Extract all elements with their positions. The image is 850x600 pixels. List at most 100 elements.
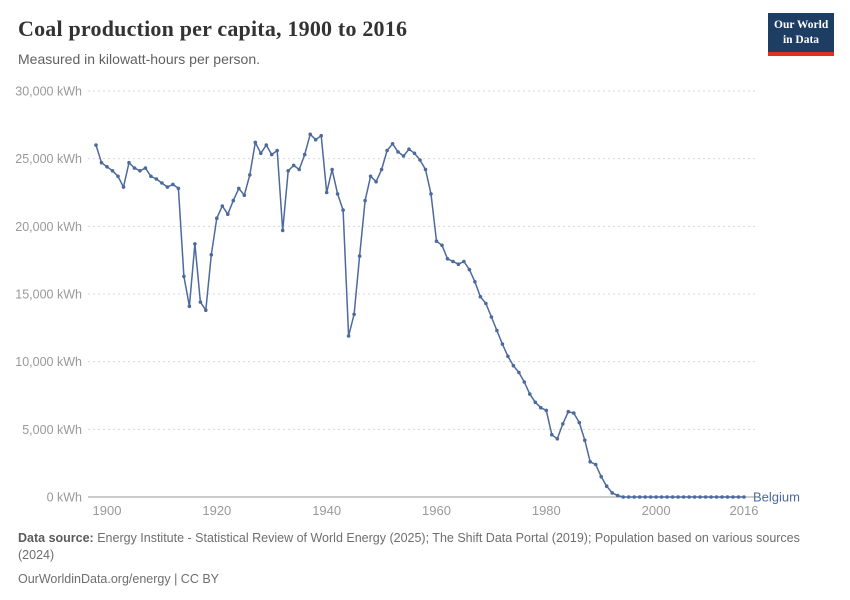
data-point [626, 495, 631, 499]
data-point [204, 308, 208, 313]
data-point [171, 182, 175, 187]
data-point [259, 151, 263, 156]
data-point [621, 495, 625, 499]
data-point [209, 253, 214, 257]
data-point [511, 363, 516, 368]
data-point [132, 166, 137, 170]
data-point [681, 495, 686, 499]
data-point [533, 400, 538, 405]
owid-logo-line-2: in Data [782, 33, 820, 46]
data-point [615, 493, 620, 498]
x-axis-tick-label: 1960 [422, 503, 451, 518]
y-axis-tick-label: 30,000 kWh [15, 85, 82, 99]
data-point [604, 484, 609, 489]
data-point [226, 212, 230, 216]
data-point [275, 148, 280, 153]
data-point [182, 274, 186, 279]
data-point [127, 160, 131, 165]
data-point [577, 420, 582, 425]
chart-header: Coal production per capita, 1900 to 2016… [18, 16, 407, 67]
data-point [368, 174, 373, 179]
license-link[interactable]: OurWorldinData.org/energy | CC BY [18, 571, 220, 586]
data-point [462, 259, 466, 264]
x-axis-tick-label: 1900 [93, 503, 122, 518]
data-point [198, 300, 203, 304]
data-point [165, 185, 170, 189]
data-point [725, 495, 730, 499]
data-point [709, 495, 713, 499]
x-axis-tick-label: 2016 [730, 503, 759, 518]
data-point [379, 167, 384, 172]
data-point [692, 495, 697, 499]
data-point [286, 169, 291, 173]
data-point [335, 192, 340, 196]
data-point [396, 150, 400, 154]
data-point [308, 132, 313, 137]
data-point [698, 495, 702, 499]
data-point [319, 133, 324, 138]
data-point [280, 228, 285, 233]
data-point [110, 169, 115, 173]
data-point [407, 147, 411, 151]
data-point [473, 280, 477, 284]
page-subtitle: Measured in kilowatt-hours per person. [18, 51, 261, 67]
data-point [676, 495, 680, 499]
data-point [149, 174, 153, 179]
data-point [456, 262, 461, 267]
data-point [385, 148, 389, 153]
data-point [105, 165, 109, 169]
data-point [539, 405, 543, 410]
data-point [346, 334, 351, 338]
data-point [193, 242, 197, 246]
data-point [352, 312, 356, 317]
data-point [593, 462, 598, 467]
x-axis-tick-label: 2000 [642, 503, 671, 518]
page-title: Coal production per capita, 1900 to 2016 [18, 16, 408, 41]
data-point [517, 370, 521, 375]
y-axis-tick-label: 25,000 kWh [15, 152, 82, 166]
data-point [561, 422, 565, 426]
data-source-note: Data source: Energy Institute - Statisti… [18, 530, 832, 564]
x-axis-tick-label: 1940 [312, 503, 341, 518]
data-point [297, 167, 302, 172]
data-point [522, 380, 527, 384]
data-point [324, 190, 329, 195]
data-point [237, 186, 241, 191]
data-point [736, 495, 741, 499]
data-point [720, 495, 724, 499]
y-axis-tick-label: 5,000 kWh [22, 423, 82, 437]
x-axis-tick-label: 1980 [532, 503, 561, 518]
data-point [99, 160, 104, 165]
belgium-series-line [95, 133, 744, 498]
data-point [390, 142, 395, 146]
data-point [588, 460, 592, 464]
data-point [231, 198, 236, 203]
data-point [687, 495, 691, 499]
data-point [269, 152, 274, 157]
data-point [176, 186, 181, 191]
data-point [731, 495, 735, 499]
data-point [544, 408, 549, 413]
data-source-text: Energy Institute - Statistical Review of… [18, 531, 800, 562]
data-point [116, 174, 120, 179]
data-point [566, 409, 571, 414]
data-point [121, 185, 126, 189]
x-axis-tick-label: 1920 [202, 503, 231, 518]
data-point [659, 495, 664, 499]
owid-logo: Our World in Data [768, 13, 834, 56]
data-point [599, 474, 603, 479]
data-point [215, 216, 219, 220]
data-point [94, 143, 98, 147]
data-point [489, 315, 494, 319]
data-point [451, 259, 455, 264]
data-point [291, 163, 296, 168]
data-point [467, 267, 472, 272]
data-point [654, 495, 658, 499]
data-point [550, 432, 554, 437]
data-point [401, 154, 406, 158]
data-point [495, 328, 499, 333]
owid-logo-line-1: Our World [774, 19, 829, 31]
data-point [648, 495, 653, 499]
data-point [500, 342, 505, 346]
series-label-belgium: Belgium [753, 490, 800, 505]
